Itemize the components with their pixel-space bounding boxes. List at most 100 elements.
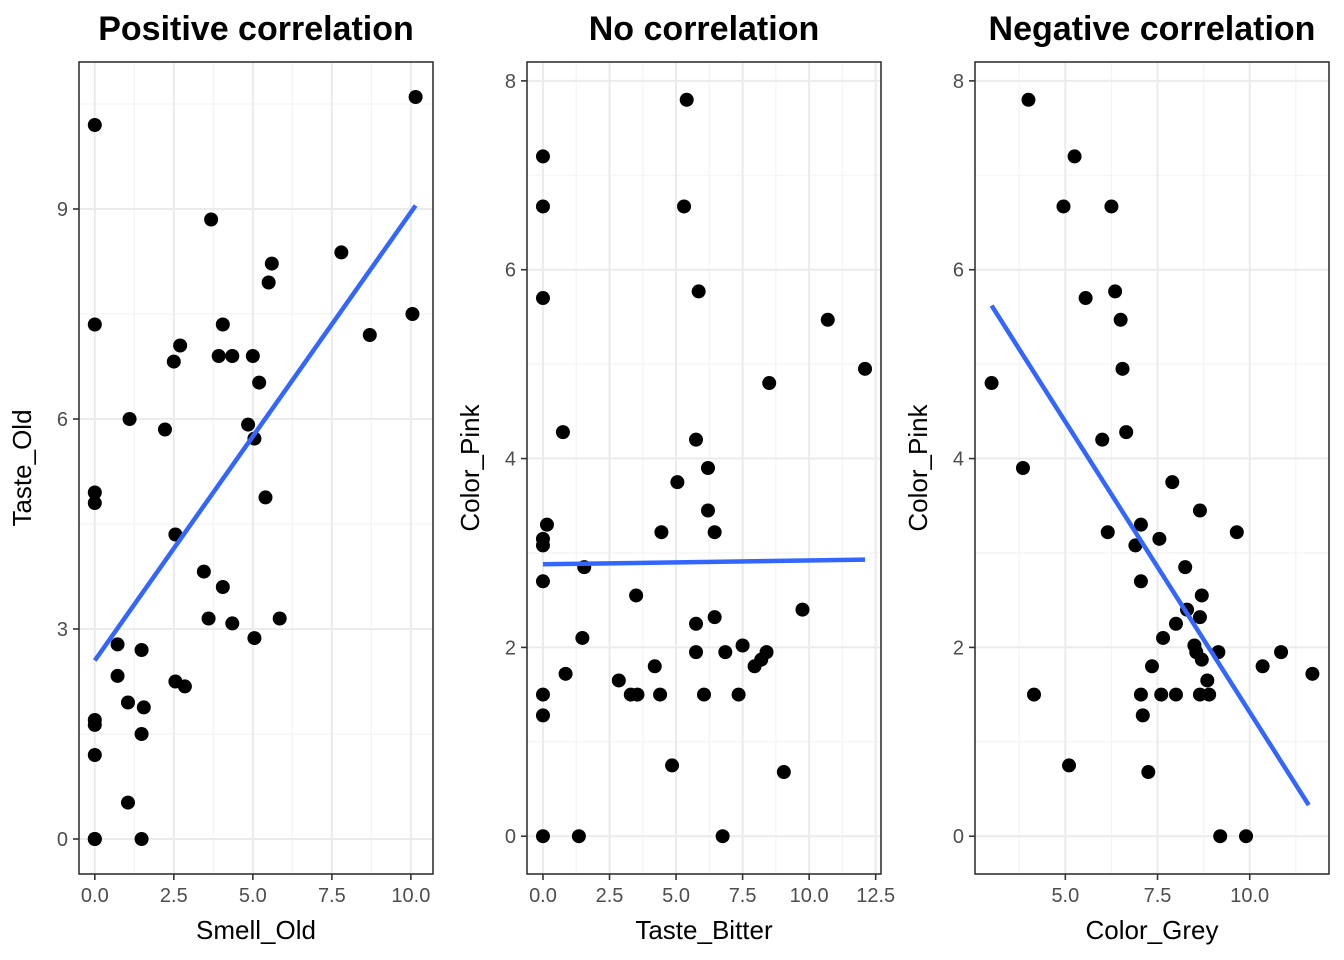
data-point bbox=[211, 349, 226, 363]
data-point bbox=[630, 687, 645, 702]
x-tick-label: 2.5 bbox=[596, 885, 624, 907]
data-point bbox=[1202, 687, 1217, 702]
data-point bbox=[166, 354, 181, 369]
data-point bbox=[820, 312, 835, 327]
data-point bbox=[1113, 312, 1128, 327]
data-point bbox=[1133, 687, 1148, 702]
y-axis-title: Taste_Old bbox=[7, 409, 37, 526]
x-tick-label: 12.5 bbox=[856, 885, 895, 907]
data-point bbox=[334, 245, 349, 260]
data-point bbox=[1229, 525, 1244, 540]
data-point bbox=[1021, 92, 1036, 107]
data-point bbox=[252, 375, 267, 390]
data-point bbox=[110, 637, 125, 652]
data-point bbox=[700, 461, 715, 475]
data-point bbox=[679, 92, 694, 107]
y-tick-label: 9 bbox=[57, 199, 68, 221]
data-point bbox=[87, 317, 102, 332]
data-point bbox=[120, 695, 135, 710]
data-point bbox=[173, 338, 188, 353]
y-tick-label: 8 bbox=[505, 71, 516, 93]
data-point bbox=[1152, 531, 1167, 546]
data-point bbox=[539, 517, 554, 532]
data-point bbox=[241, 417, 256, 432]
y-tick-label: 0 bbox=[953, 826, 964, 848]
data-point bbox=[258, 490, 273, 505]
data-point bbox=[1119, 425, 1134, 440]
data-point bbox=[647, 659, 662, 674]
data-point bbox=[1178, 560, 1193, 575]
x-tick-label: 10.0 bbox=[790, 885, 829, 907]
data-point bbox=[405, 307, 420, 321]
data-point bbox=[245, 349, 260, 363]
data-point bbox=[1168, 616, 1183, 631]
data-point bbox=[122, 412, 137, 426]
data-point bbox=[215, 317, 230, 332]
data-point bbox=[718, 645, 733, 660]
data-point bbox=[776, 765, 791, 780]
y-tick-label: 6 bbox=[57, 409, 68, 431]
data-point bbox=[1104, 199, 1119, 214]
data-point bbox=[110, 668, 125, 683]
data-point bbox=[1154, 687, 1169, 702]
data-point bbox=[134, 727, 149, 741]
data-point bbox=[1168, 687, 1183, 702]
data-point bbox=[1095, 432, 1110, 447]
data-point bbox=[535, 538, 550, 553]
data-point bbox=[1056, 199, 1071, 214]
y-tick-label: 2 bbox=[505, 637, 516, 659]
data-point bbox=[215, 580, 230, 594]
data-point bbox=[535, 199, 550, 214]
y-tick-label: 6 bbox=[953, 260, 964, 282]
y-tick-label: 6 bbox=[505, 260, 516, 282]
data-point bbox=[629, 588, 644, 603]
data-point bbox=[1115, 361, 1130, 376]
panel-border bbox=[78, 61, 434, 875]
data-point bbox=[1108, 284, 1123, 299]
data-point bbox=[1141, 765, 1156, 780]
data-point bbox=[1192, 503, 1207, 518]
data-point bbox=[762, 376, 777, 391]
y-tick-label: 4 bbox=[953, 449, 964, 471]
data-point bbox=[1062, 758, 1077, 773]
data-point bbox=[731, 687, 746, 702]
data-point bbox=[120, 795, 135, 810]
y-tick-label: 2 bbox=[953, 637, 964, 659]
data-point bbox=[408, 90, 423, 104]
panel-title: Negative correlation bbox=[989, 10, 1316, 48]
data-point bbox=[535, 829, 550, 844]
data-point bbox=[1200, 673, 1215, 688]
data-point bbox=[707, 610, 722, 625]
data-point bbox=[715, 829, 730, 844]
regression-line bbox=[542, 557, 866, 567]
data-point bbox=[1194, 588, 1209, 603]
panel-border bbox=[974, 61, 1330, 875]
x-tick-label: 5.0 bbox=[1051, 885, 1079, 907]
data-point bbox=[689, 645, 704, 660]
data-point bbox=[1165, 475, 1180, 490]
x-tick-label: 7.5 bbox=[729, 885, 757, 907]
data-point bbox=[87, 118, 102, 132]
data-point bbox=[535, 574, 550, 589]
data-point bbox=[555, 425, 570, 440]
data-point bbox=[177, 679, 192, 694]
panel-3: 5.0 7.5 10.0 0 2 4 6 8 Negative correlation Color… bbox=[903, 10, 1330, 945]
data-point bbox=[759, 645, 774, 660]
data-point bbox=[575, 630, 590, 645]
y-tick-label: 0 bbox=[505, 826, 516, 848]
data-point bbox=[700, 503, 715, 518]
x-tick-label: 5.0 bbox=[662, 885, 690, 907]
data-point bbox=[1194, 652, 1209, 667]
data-point bbox=[362, 328, 377, 342]
panel-title: Positive correlation bbox=[98, 10, 414, 48]
data-point bbox=[204, 212, 219, 227]
data-point bbox=[689, 616, 704, 631]
data-point bbox=[535, 687, 550, 702]
data-point bbox=[1145, 659, 1159, 674]
data-point bbox=[677, 199, 692, 214]
data-point bbox=[691, 284, 706, 299]
x-axis-title: Color_Grey bbox=[1086, 915, 1219, 945]
data-point bbox=[697, 687, 711, 702]
data-point bbox=[1135, 708, 1150, 723]
